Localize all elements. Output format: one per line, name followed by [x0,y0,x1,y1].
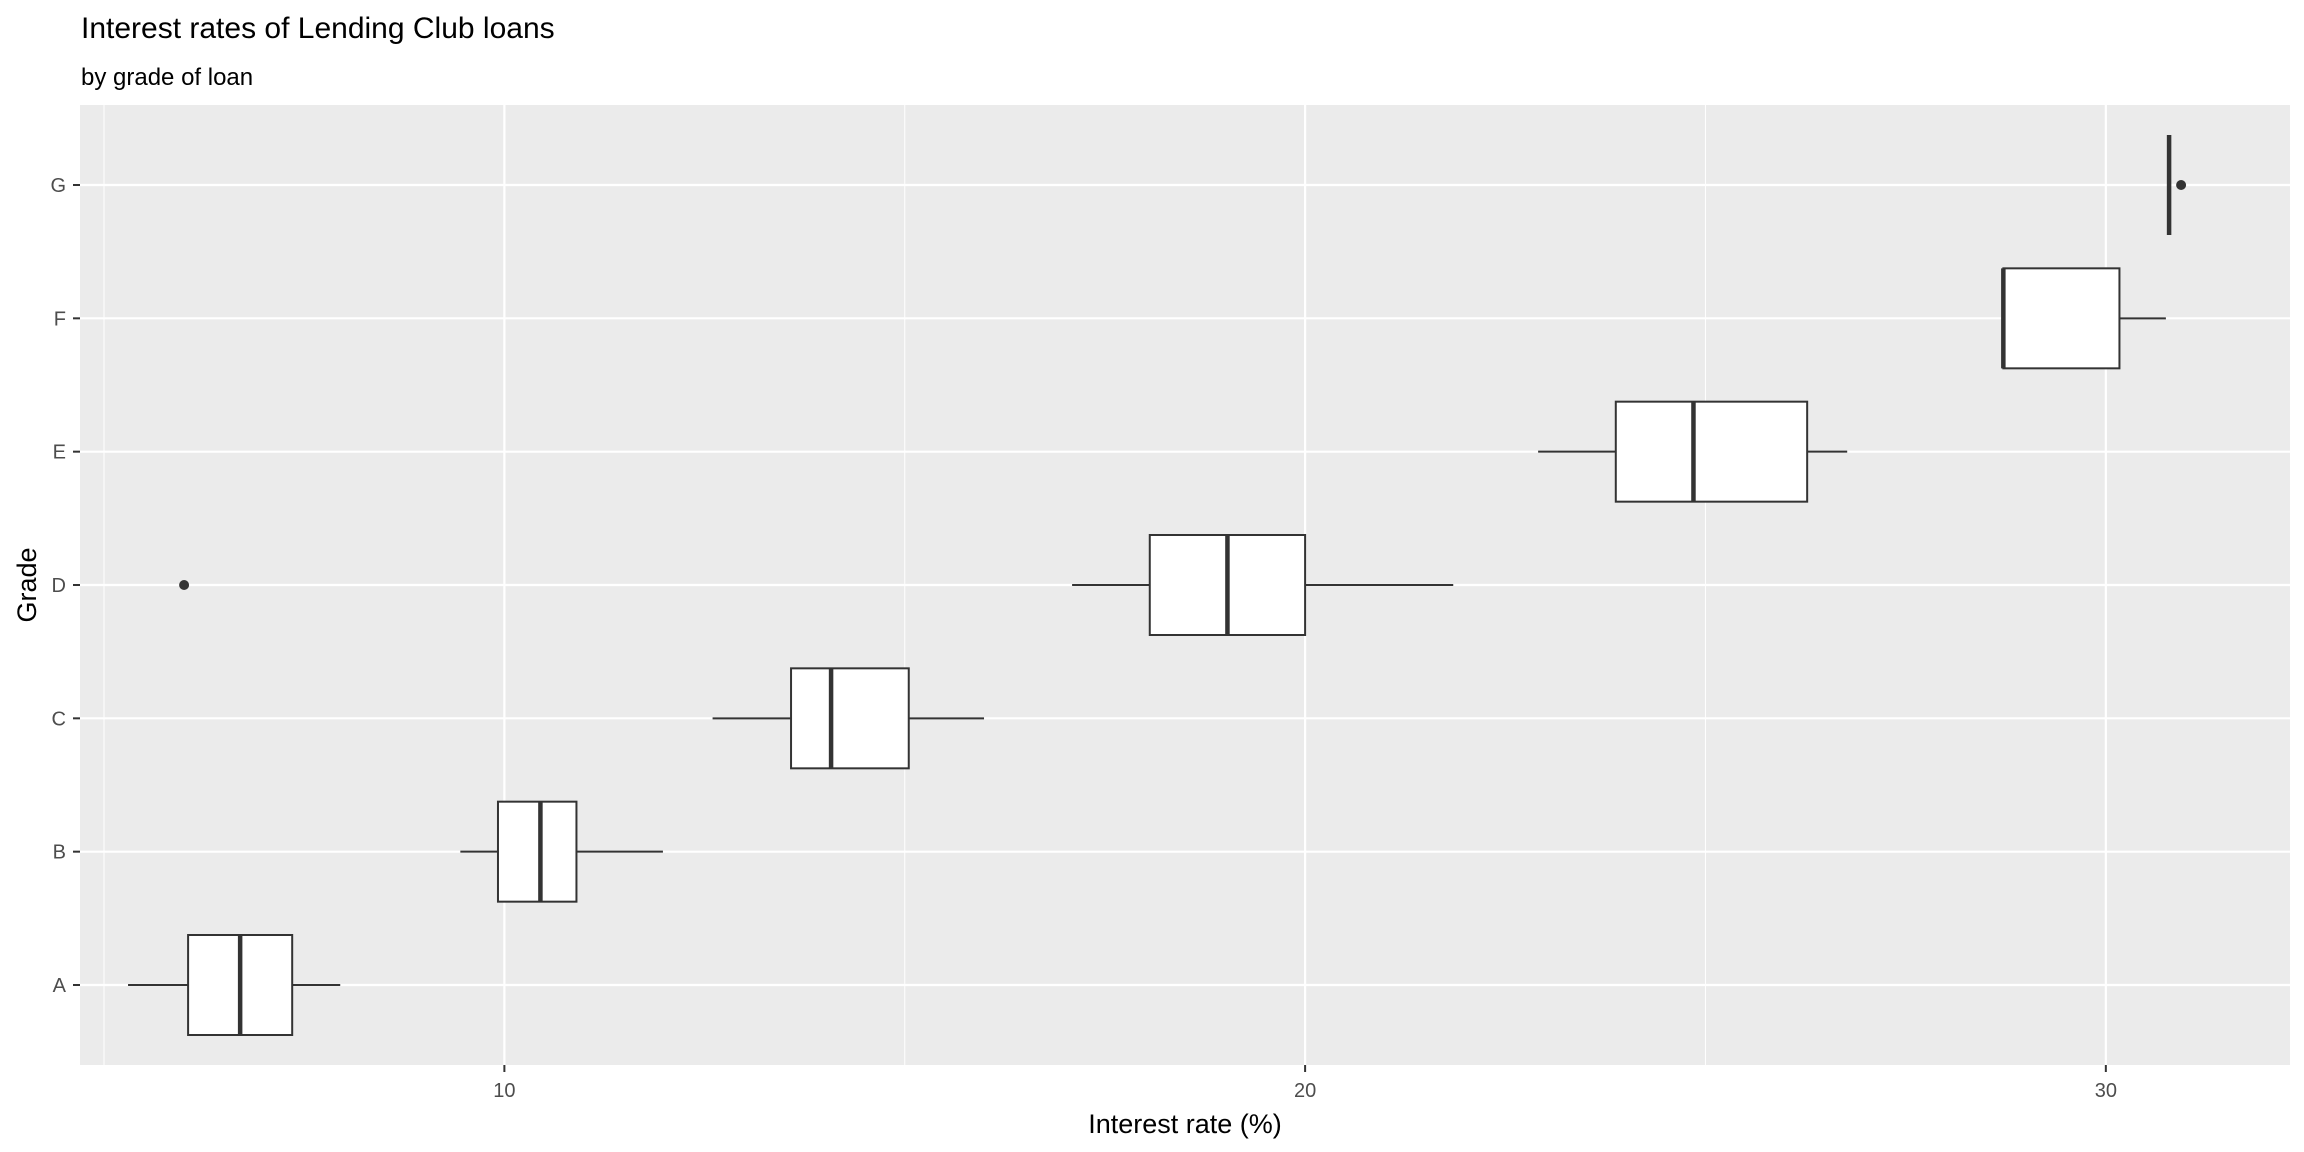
box-iqr [2002,267,2121,370]
y-tick-label: G [50,175,66,197]
chart-subtitle: by grade of loan [81,64,253,91]
x-tick-label: 10 [493,1080,515,1102]
outlier-point [179,580,190,590]
box-group-B [460,800,663,903]
y-tick-label: E [53,442,66,464]
y-tick-label: B [53,842,66,864]
box-group-G [2166,135,2187,235]
x-tick-label: 20 [1294,1080,1316,1102]
y-tick-label: A [53,975,67,997]
y-tick-label: D [52,575,66,597]
box-layer [128,135,2187,1036]
box-group-F [2001,267,2166,370]
box-group-E [1538,400,1848,503]
axis-layer: 10 20 30 A B C D E F G [50,175,2117,1102]
box-group-A [128,934,341,1036]
y-tick-label: F [54,308,66,330]
x-axis-label: Interest rate (%) [1088,1109,1282,1139]
outlier-point [2176,180,2187,190]
chart-title: Interest rates of Lending Club loans [81,12,555,45]
y-axis-label: Grade [12,547,42,622]
box-iqr [790,667,910,770]
box-group-C [712,667,985,770]
x-tick-label: 30 [2095,1080,2117,1102]
box-iqr [1614,400,1809,503]
box-iqr [496,800,578,903]
y-tick-label: C [52,708,66,730]
box-group-D [179,534,1454,636]
